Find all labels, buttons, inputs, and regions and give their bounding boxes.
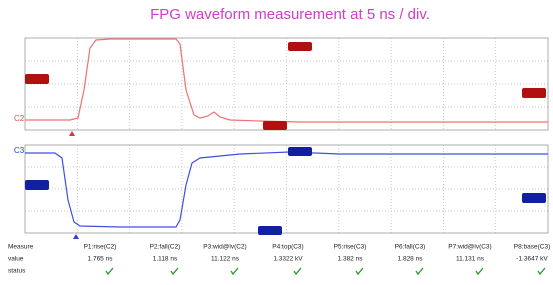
column-header: P3:wid@lv(C2) [203, 244, 246, 251]
c3-level-tag [522, 193, 546, 203]
column-header: P7:wid@lv(C3) [448, 244, 491, 251]
c3-offset-tag [25, 180, 49, 190]
c3-base-tag [258, 226, 282, 235]
cell: -1.3647 kV [516, 256, 548, 263]
cell: 11.131 ns [456, 256, 485, 263]
grid [25, 38, 548, 233]
status-check [416, 268, 423, 274]
status-check [538, 268, 545, 274]
row-label: status [8, 268, 26, 275]
table-header: Measure [8, 244, 34, 251]
c2-offset-tag [25, 74, 49, 84]
cell: 1.118 ns [153, 256, 178, 263]
cell: 1.828 ns [398, 256, 424, 263]
column-header: P8:base(C3) [514, 244, 551, 251]
c2-base-tag [263, 121, 287, 130]
row-label: value [8, 256, 24, 263]
c3-top-tag [288, 147, 312, 156]
c2-top-tag [288, 42, 312, 51]
status-check [106, 268, 113, 274]
status-check [356, 268, 363, 274]
cell: 1.382 ns [338, 256, 364, 263]
cell: 1.765 ns [88, 256, 114, 263]
c2-trigger-marker [69, 131, 75, 136]
c2-trigger-tag [522, 88, 546, 98]
status-check [171, 268, 178, 274]
scope-screen: FPG waveform measurement at 5 ns / div. … [0, 0, 553, 285]
status-check [294, 268, 301, 274]
status-check [231, 268, 238, 274]
column-header: P4:top(C3) [272, 244, 303, 251]
channel-label: C2 [14, 114, 25, 123]
title: FPG waveform measurement at 5 ns / div. [150, 6, 430, 23]
column-header: P1:rise(C2) [84, 244, 117, 251]
c3-trigger-marker [73, 234, 79, 239]
cell: 1.3322 kV [273, 256, 303, 263]
channel-label: C3 [14, 146, 25, 155]
status-check [476, 268, 483, 274]
cell: 11.122 ns [211, 256, 240, 263]
column-header: P2:fall(C2) [150, 244, 181, 251]
column-header: P5:rise(C3) [334, 244, 367, 251]
column-header: P6:fall(C3) [395, 244, 426, 251]
measure-table: Measure P1:rise(C2) P2:fall(C2) P3:wid@lv(C… [8, 244, 550, 275]
